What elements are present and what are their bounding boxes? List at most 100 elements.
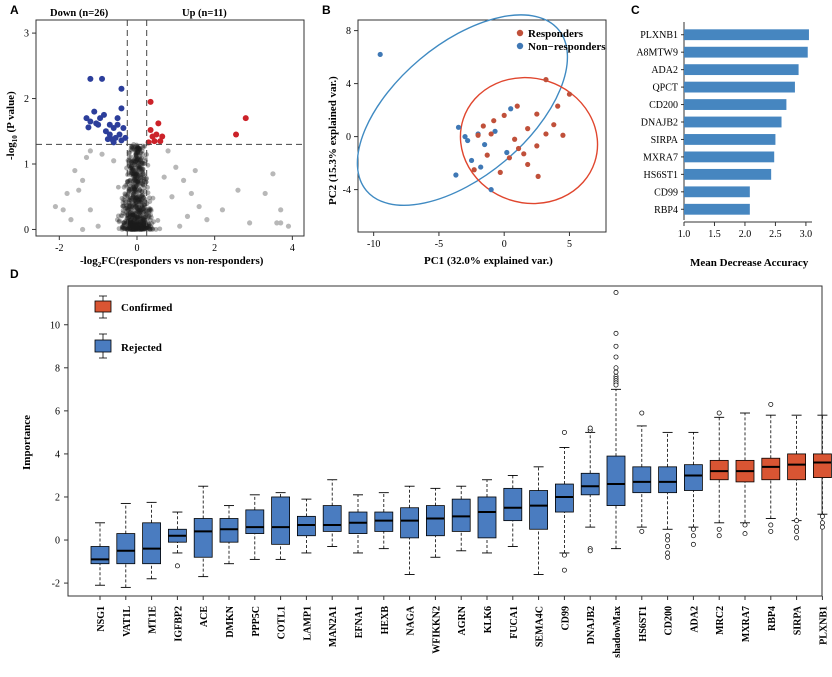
volcano-point-not-significant: [128, 207, 134, 212]
volcano-point-not-significant: [126, 214, 132, 219]
volcano-point-not-significant: [139, 189, 145, 194]
volcano-point-not-significant: [127, 214, 133, 219]
boxplot-category-label: ACE: [199, 606, 210, 627]
boxplot-outlier: [716, 410, 722, 416]
volcano-point-not-significant: [136, 204, 142, 210]
volcano-point-not-significant: [131, 183, 137, 189]
boxplot-y-tick-label: 10: [50, 320, 60, 331]
legend-swatch-rejected: [94, 339, 112, 353]
boxplot-box: [580, 472, 600, 496]
volcano-point-not-significant: [140, 224, 146, 230]
volcano-point-not-significant: [138, 213, 143, 218]
volcano-point-down: [114, 115, 121, 122]
volcano-point-not-significant: [146, 208, 152, 214]
volcano-point-not-significant: [129, 170, 135, 176]
importance-bar: [684, 151, 775, 163]
boxplot-box: [529, 490, 548, 530]
volcano-point-not-significant: [136, 145, 142, 151]
volcano-point-not-significant: [136, 207, 142, 213]
boxplot-outlier: [613, 369, 619, 375]
volcano-point-not-significant: [134, 212, 139, 218]
volcano-point-down: [120, 125, 127, 131]
volcano-point-not-significant: [132, 215, 138, 221]
volcano-point-not-significant: [119, 195, 125, 201]
volcano-point-not-significant: [146, 207, 152, 212]
boxplot-outlier: [613, 354, 619, 360]
boxplot-category-label: COTL1: [277, 606, 288, 639]
volcano-point-not-significant: [139, 155, 145, 161]
volcano-point-not-significant: [137, 213, 143, 219]
volcano-point-not-significant: [133, 151, 139, 157]
volcano-point-not-significant: [132, 198, 138, 203]
volcano-point-not-significant: [87, 207, 93, 213]
volcano-point-not-significant: [134, 171, 140, 177]
volcano-point-not-significant: [133, 223, 139, 229]
importance-bar: [684, 116, 782, 128]
importance-bar: [684, 99, 787, 110]
volcano-point-not-significant: [136, 164, 142, 170]
boxplot-outlier: [768, 522, 774, 528]
volcano-point-not-significant: [131, 189, 137, 194]
volcano-point-not-significant: [130, 213, 136, 219]
volcano-point-not-significant: [136, 226, 142, 232]
volcano-point-not-significant: [120, 225, 126, 231]
volcano-point-not-significant: [116, 226, 122, 232]
boxplot-box: [322, 505, 342, 532]
volcano-point-not-significant: [140, 182, 146, 188]
volcano-point-not-significant: [131, 142, 137, 147]
volcano-point-not-significant: [123, 226, 129, 232]
pca-y-tick-label: 8: [346, 26, 351, 37]
pca-points: [377, 51, 573, 193]
volcano-point-not-significant: [135, 194, 141, 200]
volcano-point-not-significant: [134, 176, 139, 182]
volcano-point-not-significant: [133, 188, 139, 194]
legend-label-rejected: Rejected: [121, 342, 162, 354]
boxplot-category-label: WFIKKN2: [431, 606, 442, 654]
volcano-point-not-significant: [131, 185, 136, 190]
boxplot-outlier: [665, 544, 671, 549]
volcano-point-not-significant: [141, 173, 147, 179]
volcano-point-not-significant: [142, 223, 148, 228]
volcano-point-not-significant: [128, 147, 134, 152]
pca-point-responder: [543, 77, 549, 83]
volcano-point-not-significant: [137, 199, 143, 205]
volcano-point-not-significant: [122, 198, 128, 203]
volcano-point-not-significant: [119, 213, 125, 219]
volcano-point-not-significant: [138, 174, 144, 180]
panel-letter-a: A: [10, 3, 19, 17]
boxplot-category-label: NSG1: [96, 606, 107, 632]
volcano-point-not-significant: [235, 187, 241, 193]
volcano-point-not-significant: [64, 190, 70, 197]
volcano-point-not-significant: [133, 155, 139, 161]
boxplot-category-label: SIRPA: [793, 605, 804, 635]
boxplot-category-label: LAMP1: [302, 606, 313, 640]
boxplot-category-label: KLK6: [483, 606, 494, 633]
volcano-point-not-significant: [141, 202, 147, 208]
volcano-point-not-significant: [138, 164, 144, 170]
boxplot-boxes: NSG1 VAT1L MT1E IGFBP2 ACE DMKN PPP5C COTL1 LAMP…: [90, 290, 832, 658]
volcano-point-not-significant: [129, 220, 134, 226]
volcano-point-not-significant: [130, 192, 136, 198]
volcano-point-not-significant: [132, 187, 138, 193]
volcano-point-not-significant: [132, 173, 138, 179]
volcano-point-not-significant: [148, 224, 153, 229]
volcano-point-not-significant: [128, 154, 134, 160]
volcano-point-not-significant: [130, 223, 135, 229]
boxplot-y-tick-label: 8: [55, 363, 60, 374]
volcano-point-not-significant: [138, 219, 144, 225]
volcano-point-not-significant: [177, 223, 183, 229]
pca-point-nonresponder: [465, 137, 471, 144]
volcano-point-not-significant: [129, 159, 134, 165]
boxplot-y-tick-label: 2: [55, 492, 60, 503]
volcano-point-not-significant: [135, 165, 141, 171]
boxplot-outlier: [561, 567, 567, 573]
volcano-y-tick-label: 3: [24, 29, 29, 40]
volcano-point-not-significant: [141, 177, 147, 183]
volcano-point-not-significant: [132, 208, 138, 214]
volcano-point-not-significant: [124, 203, 130, 209]
volcano-point-not-significant: [134, 214, 140, 220]
bar-x-tick-label: 2.0: [739, 229, 752, 240]
pca-x-tick-label: -5: [435, 239, 443, 250]
volcano-point-not-significant: [143, 214, 149, 220]
pca-plot: -10 -5 0 5 -4 0 4 8 Responders Non−responders P…: [327, 14, 607, 267]
